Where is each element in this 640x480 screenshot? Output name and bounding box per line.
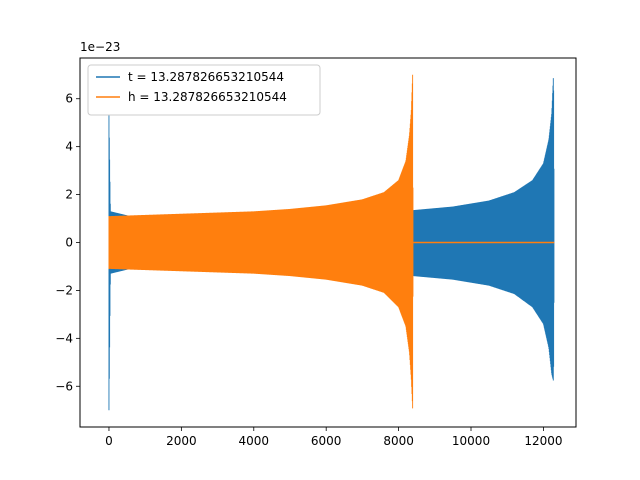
x-tick-label: 2000	[166, 434, 197, 448]
y-tick-label: 0	[65, 236, 73, 250]
y-tick-label: 4	[65, 140, 73, 154]
legend-box	[87, 64, 321, 116]
series-2-oscillation	[108, 74, 414, 409]
y-axis: −6 −4 −2 0 2 4 6	[55, 92, 80, 393]
x-tick-label: 12000	[524, 434, 562, 448]
series-layer	[108, 74, 555, 411]
x-tick-label: 0	[105, 434, 113, 448]
y-tick-label: −4	[55, 331, 73, 345]
y-tick-label: −6	[55, 379, 73, 393]
x-tick-label: 10000	[452, 434, 490, 448]
y-tick-label: 6	[65, 92, 73, 106]
y-tick-label: 2	[65, 188, 73, 202]
x-tick-label: 4000	[239, 434, 270, 448]
x-tick-label: 8000	[383, 434, 414, 448]
legend: t = 13.287826653210544 h = 13.28782665321…	[87, 64, 321, 116]
x-tick-label: 6000	[311, 434, 342, 448]
legend-label: t = 13.287826653210544	[128, 70, 284, 84]
y-tick-label: −2	[55, 283, 73, 297]
x-axis: 0 2000 4000 6000 8000 10000 12000	[105, 427, 563, 448]
y-offset-label: 1e−23	[80, 40, 120, 54]
legend-label: h = 13.287826653210544	[128, 90, 287, 104]
